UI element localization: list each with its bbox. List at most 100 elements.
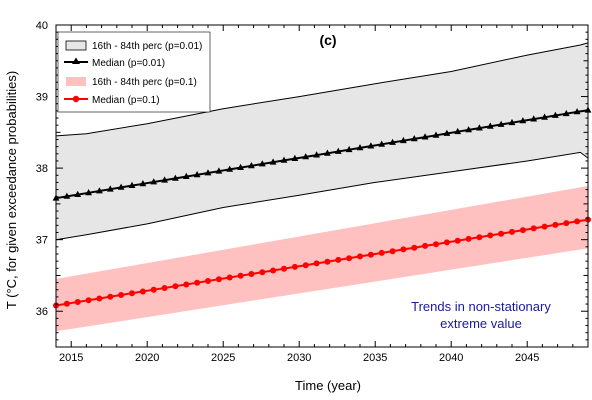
median-p01-point: [476, 234, 483, 241]
plot-frame: [55, 24, 589, 348]
median-p001-point: [258, 160, 266, 167]
median-p01-point: [215, 276, 222, 283]
median-p01-point: [422, 242, 429, 249]
legend-marker-median-p001: [72, 57, 80, 64]
median-p01-point: [237, 272, 244, 279]
median-p001-point: [269, 158, 277, 165]
median-p001-point: [204, 169, 212, 176]
x-axis-title: Time (year): [295, 378, 361, 393]
y-tick-label: 39: [36, 92, 48, 104]
median-p001-point: [367, 142, 375, 149]
median-p001-point: [248, 162, 255, 169]
median-p001-point: [161, 176, 168, 183]
median-p001-point: [334, 147, 342, 154]
median-p001-point: [421, 133, 429, 140]
median-p001-point: [172, 174, 179, 181]
median-p001-point: [508, 118, 516, 126]
median-p01-point: [281, 265, 287, 272]
legend-swatch-median-p01: [64, 95, 88, 103]
median-p01-point: [465, 235, 472, 242]
median-p01-point: [454, 237, 461, 244]
median-p001-point: [63, 192, 71, 199]
median-p01-point: [498, 230, 505, 237]
median-p01-point: [324, 258, 331, 265]
legend-label-band-p001: 16th - 84th perc (p=0.01): [92, 41, 202, 52]
band-p001-lower-edge: [55, 151, 589, 241]
x-tick-label: 2040: [439, 352, 463, 364]
median-p01-point: [259, 269, 266, 276]
median-p001-point: [541, 113, 548, 120]
median-p001-point: [356, 144, 364, 151]
median-p01-point: [302, 262, 309, 269]
median-p01-point: [552, 221, 559, 228]
median-p01-point: [335, 256, 342, 263]
y-tick-label: 37: [36, 235, 48, 247]
median-p001-point: [476, 124, 483, 131]
median-p01-point: [443, 239, 450, 246]
median-p01-point: [63, 300, 70, 307]
legend-swatch-band-p001: [65, 40, 87, 51]
median-p01-point: [161, 285, 168, 291]
median-p01-point: [226, 274, 233, 281]
panel-label: (c): [319, 32, 336, 48]
median-p01-point: [563, 220, 570, 227]
median-p001-point: [150, 178, 158, 185]
median-p001-point: [182, 172, 190, 179]
median-p01-point: [205, 278, 211, 284]
x-tick-label: 2045: [515, 352, 539, 364]
median-p001-point: [96, 187, 103, 194]
median-p001-point: [128, 181, 136, 188]
x-tick-label: 2025: [211, 352, 235, 364]
median-p001-point: [378, 140, 386, 147]
legend-marker-median-p01: [72, 95, 80, 103]
median-p001-point: [237, 163, 244, 170]
legend-label-median-p001: Median (p=0.01): [92, 58, 165, 69]
median-p001-point: [74, 190, 82, 197]
median-p01-point: [400, 246, 407, 253]
median-p01-point: [357, 253, 363, 260]
median-p001-point: [400, 136, 407, 144]
x-tick-label: 2015: [59, 352, 83, 364]
median-p001-point: [465, 126, 472, 133]
y-tick-label: 38: [36, 163, 48, 175]
median-p01-point: [367, 251, 374, 258]
median-p001-point: [313, 151, 320, 158]
median-p001-point: [573, 108, 581, 115]
median-p01-point: [346, 255, 353, 262]
median-p001-point: [486, 122, 494, 129]
median-p001-point: [117, 183, 125, 190]
median-p001-point: [291, 154, 299, 161]
x-axis: 2015 2020 2025 2030 2035 2040 2045: [55, 25, 589, 364]
median-p001-point: [215, 167, 223, 174]
median-p01-point: [291, 263, 298, 270]
median-p001-point: [443, 129, 451, 136]
median-p01-point: [270, 267, 277, 274]
median-p001-point: [280, 156, 288, 163]
median-p001-point: [497, 120, 505, 127]
median-p01-point: [519, 227, 526, 234]
median-p001-point: [139, 180, 147, 187]
x-tick-label: 2030: [287, 352, 311, 364]
median-p001-point: [85, 189, 92, 196]
band-p001-upper-edge: [55, 42, 589, 137]
median-p01-line: [55, 218, 589, 307]
median-p001-point: [389, 138, 396, 145]
annotation-line-2: extreme value: [440, 316, 522, 331]
median-p01-point: [96, 295, 103, 302]
median-p01-point: [433, 241, 439, 248]
median-p001-point: [530, 115, 538, 122]
annotation-line-1: Trends in non-stationary: [411, 299, 551, 314]
median-p01-point: [183, 281, 190, 288]
median-p01-point: [541, 223, 548, 230]
median-p01-point: [129, 290, 135, 297]
median-p01-point: [150, 286, 157, 293]
median-p001-point: [519, 117, 527, 124]
legend-label-median-p01: Median (p=0.1): [92, 95, 160, 106]
median-p01-point: [118, 292, 125, 298]
median-p001-point: [562, 109, 570, 117]
median-p001-point: [345, 145, 353, 153]
median-p01-point: [74, 299, 81, 305]
x-tick-label: 2035: [363, 352, 387, 364]
band-p001-fill: [56, 42, 588, 240]
median-p001-point: [226, 165, 234, 172]
